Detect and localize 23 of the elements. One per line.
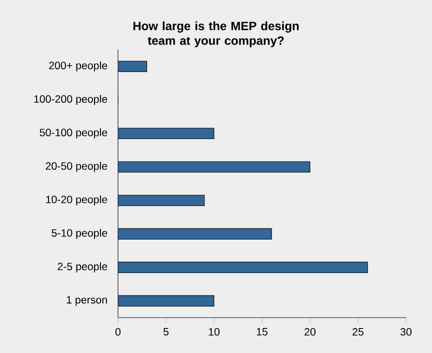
bar: [118, 262, 368, 274]
x-tick-label: 15: [256, 328, 268, 336]
bar: [118, 194, 205, 206]
y-tick-label: 100-200 people: [34, 94, 108, 105]
x-tick-label: 10: [208, 328, 220, 336]
x-tick-label: 5: [163, 328, 169, 336]
x-tick-label: 0: [115, 328, 121, 336]
bar: [118, 295, 214, 307]
y-tick-label: 1 person: [66, 296, 107, 306]
y-tick-label: 50-100 people: [40, 128, 108, 138]
y-tick-label: 200+ people: [49, 61, 108, 72]
y-tick-label: 2-5 people: [58, 262, 108, 272]
x-tick-label: 20: [304, 328, 316, 336]
bar: [118, 228, 272, 240]
bar: [118, 128, 214, 140]
chart-title: How large is the MEP design team at your company?: [133, 21, 299, 48]
y-tick-label: 5-10 people: [52, 228, 108, 239]
y-tick-label: 20-50 people: [46, 162, 108, 172]
x-tick-label: 25: [352, 328, 364, 336]
y-tick-label: 10-20 people: [46, 195, 108, 206]
bar: [118, 161, 310, 173]
x-tick-label: 30: [400, 328, 412, 336]
bar: [118, 60, 148, 72]
